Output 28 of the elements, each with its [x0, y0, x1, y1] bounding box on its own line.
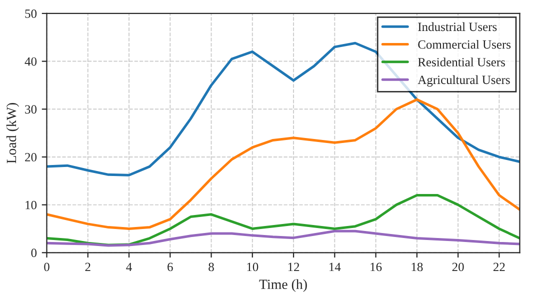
- x-tick-label: 6: [168, 262, 173, 272]
- y-tick-label: 0: [31, 248, 37, 258]
- x-axis-title: Time (h): [259, 279, 307, 292]
- line-series: [46, 230, 520, 247]
- x-tick-label: 18: [412, 262, 423, 272]
- y-tick-label: 20: [25, 153, 37, 162]
- line-series: [46, 98, 520, 230]
- x-tick-label: 0: [44, 262, 50, 272]
- x-tick-label: 20: [452, 262, 464, 272]
- x-tick-label: 14: [330, 262, 341, 272]
- x-tick-label: 22: [493, 262, 505, 272]
- x-tick-label: 12: [288, 262, 300, 272]
- x-tick-label: 4: [126, 262, 132, 272]
- line-series: [46, 42, 520, 176]
- x-tick-label: 10: [247, 262, 258, 272]
- line-series: [46, 194, 520, 246]
- legend-label: Industrial Users: [418, 22, 497, 32]
- legend-label: Residential Users: [418, 58, 505, 66]
- legend-label: Agricultural Users: [418, 75, 510, 87]
- y-axis-title: Load (kW): [6, 103, 19, 164]
- x-tick-label: 8: [208, 262, 214, 272]
- legend-label: Commercial Users: [418, 40, 511, 49]
- y-tick-label: 30: [25, 105, 37, 114]
- x-tick-label: 2: [85, 262, 90, 272]
- x-tick-label: 16: [370, 262, 382, 272]
- y-tick-label: 50: [25, 9, 37, 18]
- y-tick-label: 40: [24, 57, 37, 66]
- y-tick-label: 10: [26, 200, 37, 210]
